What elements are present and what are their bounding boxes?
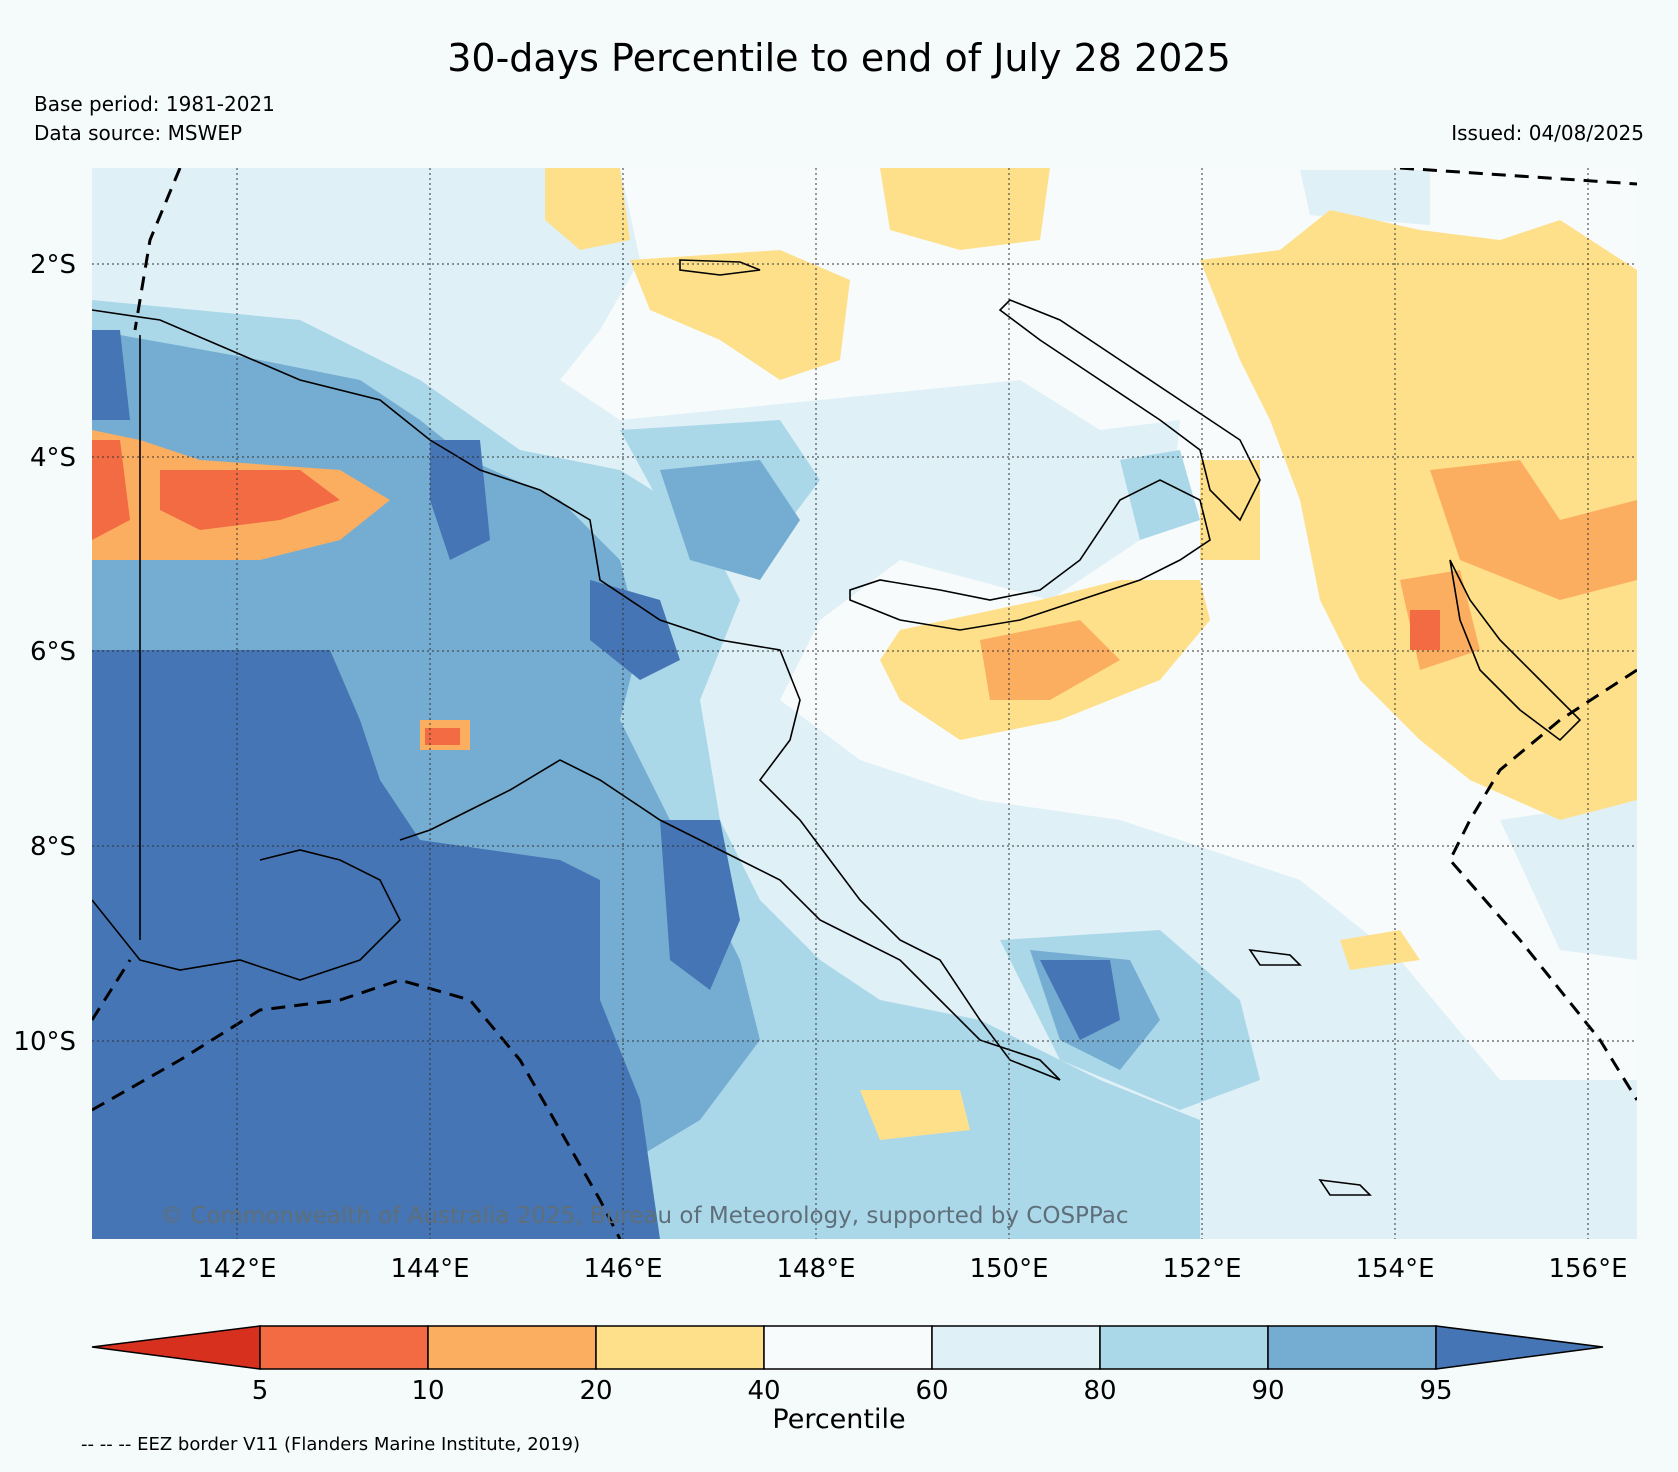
copyright-watermark: © Commonwealth of Australia 2025, Bureau…	[160, 1203, 1129, 1229]
lon-tick-label: 152°E	[1162, 1254, 1241, 1284]
colorbar-tick-label: 80	[1083, 1376, 1116, 1406]
colorbar-tick-label: 90	[1251, 1376, 1284, 1406]
lon-tick-label: 146°E	[583, 1254, 662, 1284]
field-above-95-papua	[660, 820, 740, 990]
lat-tick-label: 10°S	[13, 1027, 76, 1057]
lat-tick-label: 8°S	[30, 832, 76, 862]
field-20-40-north2	[880, 168, 1050, 250]
colorbar-tick-label: 40	[747, 1376, 780, 1406]
field-20-40-manus	[630, 250, 850, 380]
eez-border-note: -- -- -- EEZ border V11 (Flanders Marine…	[81, 1434, 581, 1455]
colorbar-swatch-40-60	[763, 1325, 933, 1370]
lat-tick-labels: 2°S 4°S 6°S 8°S 10°S	[13, 250, 76, 1057]
colorbar	[91, 1325, 1604, 1370]
lon-tick-label: 156°E	[1548, 1254, 1627, 1284]
lat-tick-label: 6°S	[30, 637, 76, 667]
data-source-text: Data source: MSWEP	[34, 121, 243, 145]
field-5-10-sepik	[160, 470, 340, 530]
colorbar-extend-low	[91, 1325, 261, 1370]
colorbar-swatch-20-40	[595, 1325, 765, 1370]
field-20-40-solomon	[1340, 930, 1420, 970]
manus-coast	[679, 259, 761, 276]
eez-border-se	[1448, 668, 1637, 1101]
colorbar-swatch-90-95	[1267, 1325, 1437, 1370]
eez-border-w	[92, 959, 132, 1021]
field-above-95-north	[430, 440, 490, 560]
eez-border-ne	[1399, 168, 1637, 186]
field-above-95-milnebay	[1040, 960, 1120, 1040]
gridlines	[92, 168, 1637, 1239]
lon-tick-label: 150°E	[969, 1254, 1048, 1284]
colorbar-swatch-5-10	[259, 1325, 429, 1370]
eez-borders	[92, 168, 1637, 1239]
field-20-40-south	[860, 1090, 970, 1140]
eez-border-nw	[133, 168, 182, 331]
rossel-coast	[1318, 1178, 1372, 1196]
lon-tick-label: 154°E	[1355, 1254, 1434, 1284]
field-5-10-highlands	[425, 728, 460, 745]
lon-tick-labels: 142°E 144°E 146°E 148°E 150°E 152°E 154°…	[197, 1254, 1627, 1284]
colorbar-extend-high	[1435, 1325, 1604, 1370]
lat-tick-label: 4°S	[30, 443, 76, 473]
colorbar-swatch-60-80	[931, 1325, 1101, 1370]
colorbar-tick-label: 95	[1419, 1376, 1452, 1406]
issued-date-text: Issued: 04/08/2025	[1451, 121, 1644, 145]
bougainville-coast	[1449, 559, 1582, 742]
colorbar-swatch-10-20	[427, 1325, 597, 1370]
field-60-80-east	[1500, 800, 1637, 960]
colorbar-swatch-80-90	[1099, 1325, 1269, 1370]
map-title: 30-days Percentile to end of July 28 202…	[447, 36, 1231, 80]
percentile-field	[92, 168, 1637, 1239]
colorbar-tick-label: 10	[411, 1376, 444, 1406]
lon-tick-label: 144°E	[390, 1254, 469, 1284]
base-period-text: Base period: 1981-2021	[34, 92, 275, 116]
field-20-40-north1	[545, 168, 630, 250]
woodlark-coast	[1248, 948, 1302, 966]
colorbar-label: Percentile	[772, 1404, 906, 1435]
field-80-90-islands	[1120, 450, 1200, 540]
field-10-20-newbritain	[980, 620, 1120, 700]
colorbar-tick-label: 5	[252, 1376, 269, 1406]
colorbar-tick-label: 60	[915, 1376, 948, 1406]
png-south-coast	[92, 849, 401, 981]
field-5-10-west	[92, 440, 130, 540]
field-above-95-central	[590, 580, 680, 680]
png-north-coast	[92, 309, 1061, 1081]
eez-border-sw	[92, 978, 622, 1239]
lon-tick-label: 148°E	[776, 1254, 855, 1284]
field-5-10-bougainville	[1410, 610, 1440, 650]
lat-tick-label: 2°S	[30, 250, 76, 280]
field-90-95-central	[660, 460, 800, 580]
coastlines	[92, 259, 1582, 1196]
colorbar-tick-label: 20	[579, 1376, 612, 1406]
lon-tick-label: 142°E	[197, 1254, 276, 1284]
field-10-20-east	[1430, 460, 1637, 600]
new-ireland-coast	[998, 299, 1261, 522]
new-britain-coast	[849, 479, 1211, 631]
colorbar-tick-labels: 5 10 20 40 60 80 90 95	[252, 1376, 1453, 1406]
field-above-95-west	[92, 330, 130, 420]
